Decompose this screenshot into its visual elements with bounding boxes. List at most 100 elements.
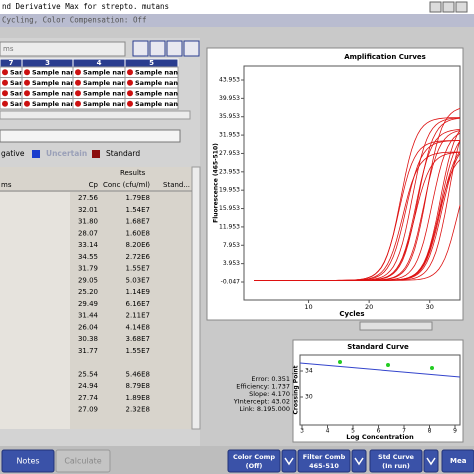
x-tick-label: 4 [326, 428, 330, 435]
button-label: Notes [16, 457, 39, 466]
x-axis-label: Cycles [339, 310, 364, 318]
conc-value: 8.20E6 [126, 241, 151, 249]
menu-button[interactable] [441, 449, 474, 473]
sample-name: Sample nan [32, 100, 75, 108]
conc-value: 1.54E7 [126, 206, 150, 214]
x-tick-label: 30 [426, 303, 434, 311]
plot-area [243, 65, 461, 301]
y-axis-label: Fluorescence (465-510) [213, 143, 220, 223]
status-dot [127, 100, 133, 107]
conc-value: 6.16E7 [126, 300, 150, 308]
sample-name: Sample nan [135, 79, 178, 87]
cp-value: 29.49 [78, 300, 98, 308]
cp-value: 34.55 [78, 253, 98, 261]
cp-value: 29.05 [78, 276, 98, 284]
status-dot [75, 79, 81, 86]
status-dot [127, 69, 133, 76]
x-tick-label: 6 [377, 428, 381, 435]
y-axis-label: Crossing Point [293, 365, 300, 414]
cp-value: 25.20 [78, 288, 98, 296]
x-tick-label: 9 [453, 428, 457, 435]
conc-value: 2.72E6 [126, 253, 151, 261]
cp-value: 31.79 [78, 265, 98, 273]
cp-value: 27.74 [78, 394, 99, 402]
zoom-out-icon[interactable] [166, 40, 183, 57]
status-dot [24, 79, 30, 86]
grid-cell[interactable] [124, 98, 179, 110]
dropdown-arrow-button[interactable] [351, 449, 367, 473]
conc-value: 2.32E8 [126, 406, 150, 414]
y-tick-label: 3.953 [223, 260, 240, 267]
button-label: Color Comp [233, 453, 275, 461]
close-button[interactable] [455, 1, 468, 13]
window-title: nd Derivative Max for strepto. mutans [2, 2, 169, 11]
button-label: Std Curve [378, 453, 415, 461]
conc-value: 1.79E8 [126, 194, 150, 202]
sample-name: Sample nan [135, 69, 178, 77]
chart-title: Amplification Curves [344, 53, 426, 61]
x-tick-label: 5 [351, 428, 355, 435]
sample-dropdown[interactable] [0, 41, 126, 57]
curve-stat: Efficiency: 1.737 [236, 383, 290, 391]
cp-value: 25.54 [78, 370, 99, 378]
cp-value: 31.44 [78, 312, 99, 320]
amplification-scrollbar[interactable] [359, 321, 433, 331]
status-dot [2, 100, 8, 107]
conc-value: 1.89E8 [126, 394, 150, 402]
dropdown-arrow-button[interactable] [281, 449, 297, 473]
y-tick-label: 31.953 [219, 132, 240, 139]
grid-column-header: 4 [97, 59, 102, 67]
window-subtitle: Cycling, Color Compensation: Off [2, 16, 147, 25]
cp-value: 26.04 [78, 323, 99, 331]
conc-value: 1.60E8 [126, 229, 150, 237]
dropdown-arrow [426, 457, 436, 466]
toolbar-button[interactable] [297, 449, 351, 473]
button-label: (Off) [246, 462, 263, 470]
toolbar-icons [132, 40, 200, 57]
maximize-button[interactable] [442, 1, 455, 13]
conc-value: 4.14E8 [126, 323, 150, 331]
status-dot [75, 69, 81, 76]
y-tick-label: 43.953 [219, 77, 240, 84]
find-icon[interactable] [183, 40, 200, 57]
toolbar-button[interactable] [227, 449, 281, 473]
y-tick-label: 39.953 [219, 95, 240, 102]
conc-value: 5.03E7 [126, 276, 150, 284]
status-dot [2, 69, 8, 76]
minimize-button[interactable] [429, 1, 442, 13]
toolbar-button[interactable] [369, 449, 423, 473]
table-group-header: Results [120, 169, 146, 177]
cp-value: 32.01 [78, 206, 98, 214]
status-dot [75, 100, 81, 107]
grid-scrollbar[interactable] [0, 110, 191, 120]
filter-dropdown[interactable] [0, 129, 181, 143]
calculate-button[interactable] [55, 449, 111, 473]
print-icon[interactable] [132, 40, 149, 57]
dropdown-arrow-button[interactable] [423, 449, 439, 473]
y-tick-label: 34 [305, 368, 313, 375]
conc-value: 5.46E8 [126, 370, 150, 378]
x-tick-label: 10 [304, 303, 312, 311]
conc-value: 2.11E7 [126, 312, 150, 320]
legend-label: Standard [106, 149, 140, 158]
cp-value: 28.07 [78, 229, 98, 237]
curve-stat: Link: 8.195.000 [239, 405, 290, 413]
zoom-icon[interactable] [149, 40, 166, 57]
curve-stat: Error: 0.351 [251, 375, 290, 383]
grid-column-header: 5 [149, 59, 154, 67]
table-column-header: Cp [89, 181, 99, 189]
standard-point [338, 360, 342, 364]
notes-button[interactable] [1, 449, 55, 473]
amplification-curve [254, 117, 461, 281]
title-bar [0, 0, 474, 14]
table-scrollbar[interactable] [191, 166, 201, 430]
regression-line [299, 362, 461, 378]
status-dot [24, 100, 30, 107]
y-tick-label: 15.953 [219, 205, 240, 212]
name-column [0, 192, 70, 429]
dropdown-arrow [284, 457, 294, 466]
subtitle-bar [0, 14, 474, 27]
status-dot [127, 90, 133, 97]
legend-swatch [92, 150, 100, 158]
